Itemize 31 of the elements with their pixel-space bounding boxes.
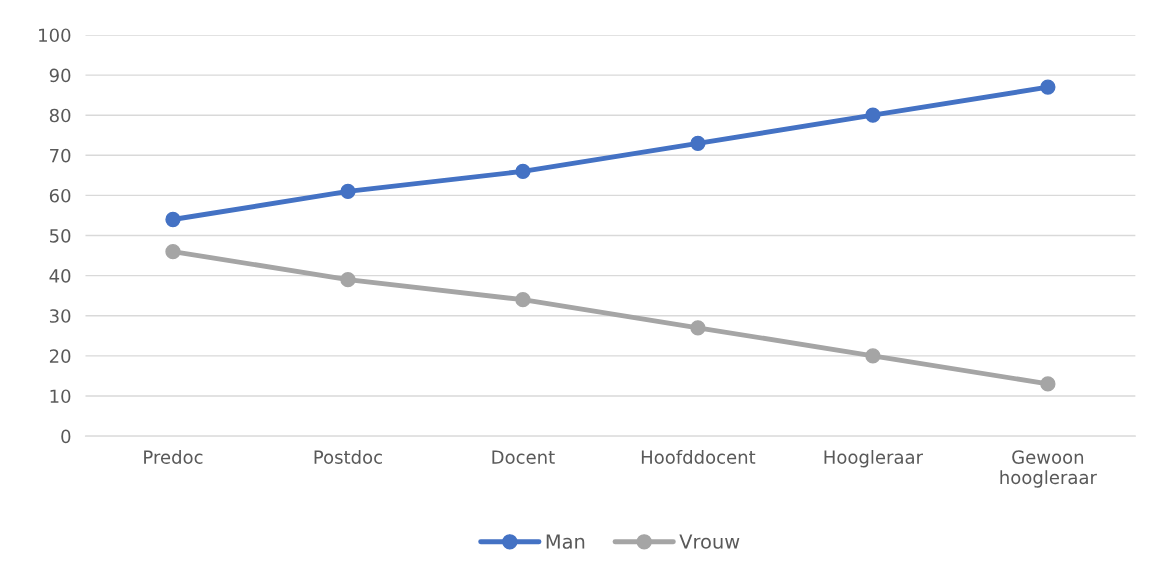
y-tick-label: 80 (49, 108, 71, 123)
y-tick-label: 30 (49, 309, 71, 323)
y-tick-label: 50 (50, 228, 71, 243)
legend-label: Man (546, 534, 585, 549)
point (1040, 376, 1056, 392)
point (865, 348, 881, 364)
y-tick-label: 40 (49, 269, 71, 283)
point (515, 292, 531, 308)
x-tick-label: Postdoc (314, 449, 382, 464)
point (865, 107, 881, 123)
legend-label: Vrouw (679, 534, 740, 549)
y-tick-label: 60 (49, 188, 71, 203)
y-tick-label: 20 (49, 349, 71, 363)
point (690, 320, 706, 336)
y-tick-label: 100 (39, 28, 71, 43)
point (690, 135, 706, 151)
x-tick-label: Gewoon hoogleraar (1000, 450, 1097, 488)
y-tick-label: 10 (50, 389, 71, 404)
y-tick-label: 0 (61, 429, 71, 444)
x-tick-label: Docent (492, 450, 555, 464)
point (340, 272, 356, 288)
x-tick-label: Predoc (144, 449, 203, 464)
y-tick-label: 70 (50, 148, 71, 163)
x-tick-label: Hoofddocent (641, 449, 756, 464)
point (515, 163, 531, 179)
x-tick-label: Hoogleraar (824, 449, 923, 468)
point (165, 211, 181, 228)
point (340, 183, 356, 200)
point (165, 243, 181, 260)
point (1040, 79, 1056, 95)
y-tick-label: 90 (49, 68, 71, 83)
